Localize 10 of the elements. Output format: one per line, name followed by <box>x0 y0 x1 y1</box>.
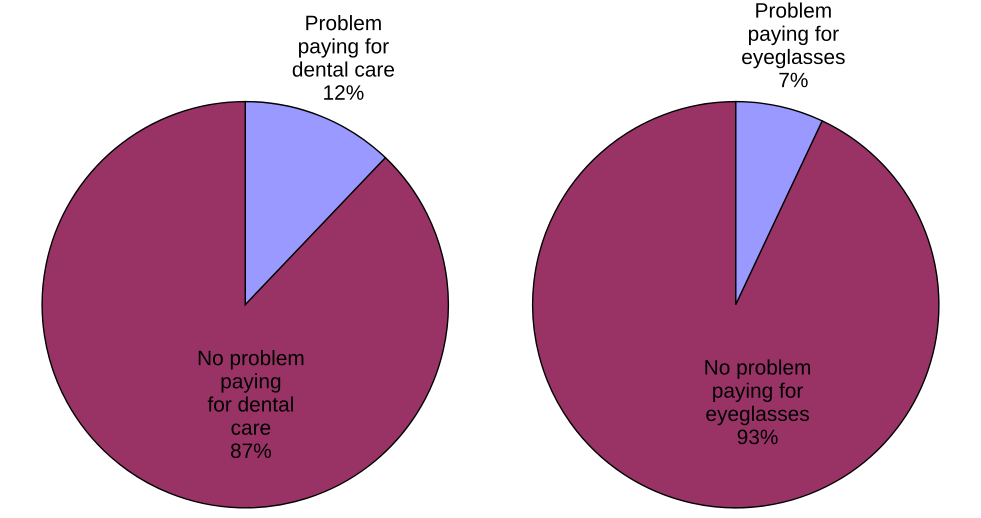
data-label: 93% <box>738 430 778 444</box>
slice-label: Problem paying for eyeglasses <box>742 2 845 68</box>
data-label: 7% <box>779 72 808 88</box>
slice-label: No problem paying for dental care <box>198 350 304 435</box>
data-label: 87% <box>230 443 271 458</box>
pie-slice <box>41 100 450 509</box>
pie-slice <box>532 100 940 509</box>
data-label: 12% <box>324 85 364 100</box>
slice-label: Problem paying for dental care <box>292 15 394 77</box>
slice-label: No problem paying for eyeglasses <box>705 359 810 426</box>
